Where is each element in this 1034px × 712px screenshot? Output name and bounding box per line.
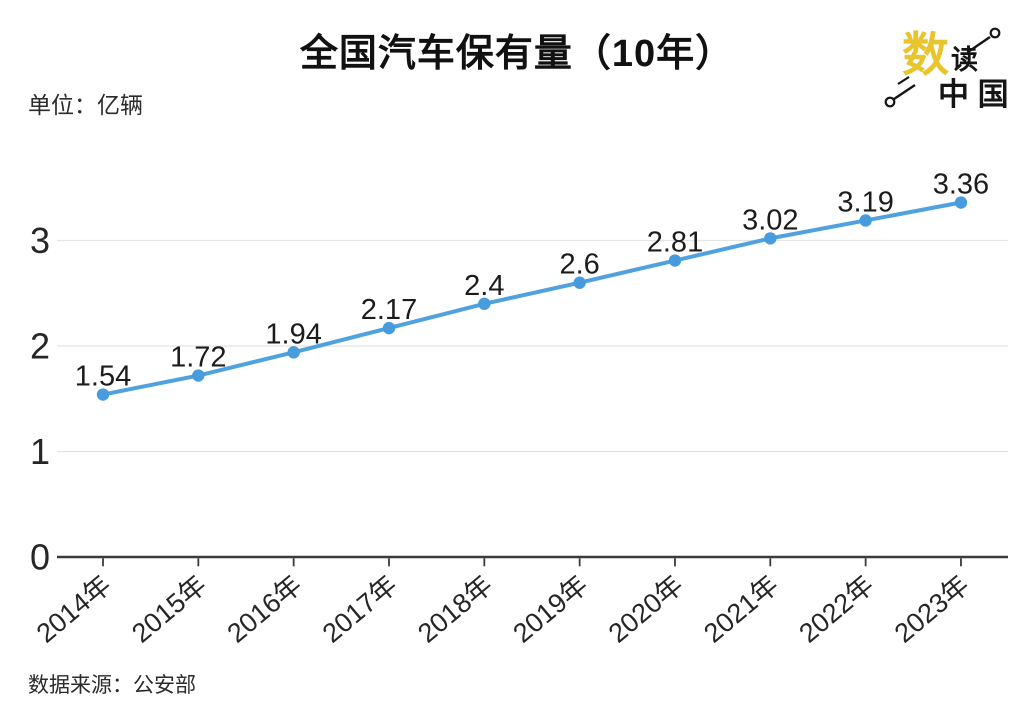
data-point-marker xyxy=(287,346,300,359)
data-point-marker xyxy=(764,232,777,245)
y-tick-label: 2 xyxy=(30,326,50,367)
logo-shuduzhongguo: 数 读 中 国 xyxy=(875,12,1025,117)
data-point-marker xyxy=(954,196,968,209)
data-point-marker xyxy=(573,276,586,289)
data-point-marker xyxy=(668,254,682,267)
data-point-marker xyxy=(192,369,205,382)
data-point-marker xyxy=(96,388,110,401)
data-point-marker xyxy=(859,214,872,227)
x-tick-label: 2021年 xyxy=(698,570,784,649)
x-tick-label: 2020年 xyxy=(603,570,689,649)
logo-sub-char: 读 xyxy=(951,45,978,75)
x-tick-label: 2018年 xyxy=(412,570,498,649)
data-point-marker xyxy=(382,321,396,335)
x-tick-label: 2014年 xyxy=(31,570,117,649)
x-tick-label: 2023年 xyxy=(889,570,975,649)
data-point-label: 2.17 xyxy=(361,294,417,326)
data-point-marker xyxy=(478,297,491,310)
data-point-label: 1.72 xyxy=(170,342,226,374)
x-tick-label: 2016年 xyxy=(222,570,308,649)
x-tick-label: 2019年 xyxy=(508,570,594,649)
series-line xyxy=(101,200,963,397)
data-point-label: 3.36 xyxy=(933,169,989,201)
data-point-label: 3.02 xyxy=(742,204,798,236)
logo-trendline-top-icon xyxy=(967,36,991,53)
y-tick-label: 0 xyxy=(30,537,50,578)
x-tick-label: 2017年 xyxy=(317,570,403,649)
data-point-label: 3.19 xyxy=(837,186,893,218)
logo-main-char: 数 xyxy=(902,28,949,81)
logo-dash-icon xyxy=(897,76,910,85)
x-tick-label: 2022年 xyxy=(794,570,880,649)
data-point-label: 2.4 xyxy=(464,270,504,302)
data-point-label: 2.6 xyxy=(559,249,599,281)
y-tick-label: 3 xyxy=(30,220,50,261)
x-tick-label: 2015年 xyxy=(126,570,212,649)
source-label: 数据来源：公安部 xyxy=(28,674,196,697)
y-tick-label: 1 xyxy=(30,431,50,472)
logo-bottom-text: 中 国 xyxy=(938,77,1009,112)
logo-trendline-bottom-icon xyxy=(893,84,916,100)
logo-graphic: 数 读 中 国 xyxy=(884,27,1009,112)
logo-dot-bottom-icon xyxy=(884,96,896,108)
data-point-label: 1.54 xyxy=(75,361,131,393)
logo-dot-top-icon xyxy=(989,27,1001,39)
data-point-label: 2.81 xyxy=(647,227,703,259)
chart-title: 全国汽车保有量（10年） xyxy=(299,33,735,75)
data-point-label: 1.94 xyxy=(265,318,321,350)
unit-label: 单位：亿辆 xyxy=(28,92,143,118)
